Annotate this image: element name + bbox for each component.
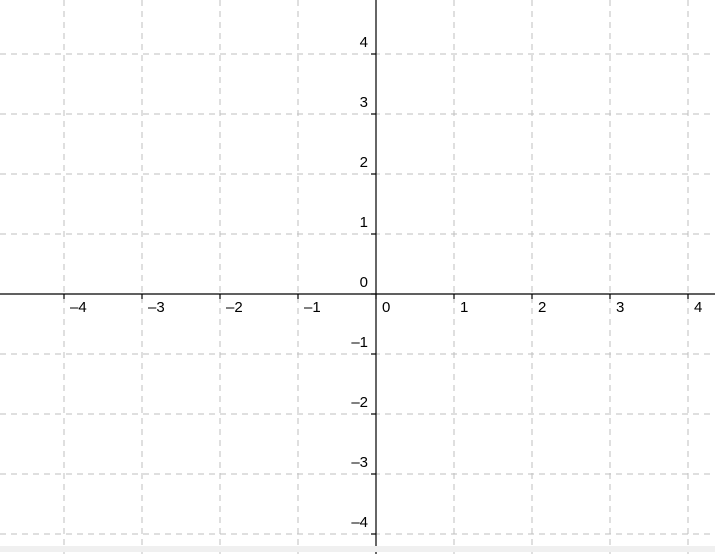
- x-tick-label: –1: [304, 299, 321, 316]
- y-tick-label: –1: [351, 334, 368, 351]
- y-tick-label: 4: [360, 34, 368, 51]
- y-tick-label: 3: [360, 94, 368, 111]
- y-tick-label: –3: [351, 454, 368, 471]
- y-tick-label: 0: [360, 274, 368, 291]
- x-tick-label: 4: [694, 299, 702, 316]
- x-tick-label: –2: [226, 299, 243, 316]
- x-tick-label: –3: [148, 299, 165, 316]
- y-tick-label: 1: [360, 214, 368, 231]
- y-tick-label: –2: [351, 394, 368, 411]
- x-tick-label: –4: [70, 299, 87, 316]
- coordinate-plane: –4 –3 –2 –1 0 1 2 3 4 –4 –3 –2 –1 0 1 2 3 4: [0, 0, 715, 554]
- plane-svg: –4 –3 –2 –1 0 1 2 3 4 –4 –3 –2 –1 0 1 2 3 4: [0, 0, 715, 554]
- y-tick-label: –4: [351, 514, 368, 531]
- bottom-strip: [0, 546, 715, 552]
- x-tick-label: 1: [460, 299, 468, 316]
- x-tick-label: 2: [538, 299, 546, 316]
- x-tick-label: 0: [382, 299, 390, 316]
- y-tick-label: 2: [360, 154, 368, 171]
- x-tick-label: 3: [616, 299, 624, 316]
